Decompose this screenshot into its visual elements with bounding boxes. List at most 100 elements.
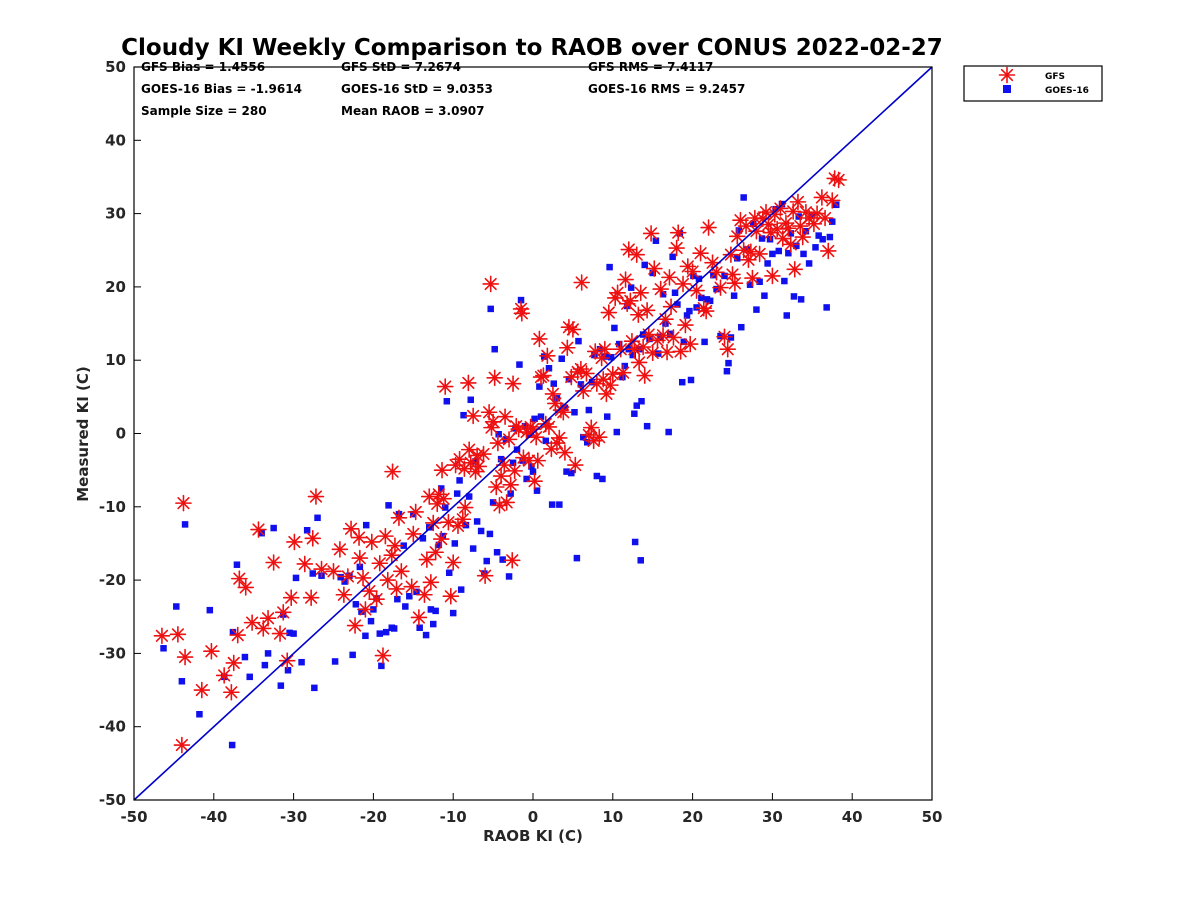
goes16-point [575,337,582,345]
statistics-panel: GFS Bias = 1.4556 GFS StD = 7.2674 GFS R… [141,60,745,118]
goes16-point [246,673,253,681]
gfs-point [539,347,556,365]
goes16-point [509,459,517,467]
goes16-point [435,541,443,549]
goes16-point [493,548,501,556]
gfs-point [708,263,725,281]
gfs-point [215,667,233,684]
goes16-point [665,428,672,436]
gfs-point [393,563,410,580]
goes16-point [352,601,360,608]
goes16-point [585,406,593,414]
goes16-point [331,658,339,665]
goes16-point [523,475,530,483]
goes16-point [611,324,618,332]
stat-gfs-rms: GFS RMS = 7.4117 [588,60,713,74]
goes16-point [261,661,269,669]
goes16-point [516,361,523,368]
goes16-point [303,527,311,534]
goes16-point [749,220,757,228]
goes16-point [473,518,481,525]
gfs-point [454,510,472,528]
goes16-point [298,658,305,666]
x-tick-label: 20 [682,808,703,826]
gfs-point [722,246,740,263]
y-tick-label: 10 [105,351,126,369]
gfs-point [816,209,834,227]
gfs-point [460,441,478,458]
chart-title: Cloudy KI Weekly Comparison to RAOB over… [121,35,943,61]
gfs-point [559,339,576,357]
gfs-point [503,552,521,569]
gfs-point [374,647,392,664]
goes16-point [571,408,578,416]
gfs-point [456,499,474,516]
gfs-point [661,269,678,286]
goes16-point [671,289,679,297]
goes16-point [292,574,300,582]
gfs-point [346,617,364,634]
goes16-point [607,354,615,361]
gfs-point [551,429,568,447]
gfs-point [442,587,460,605]
gfs-point [712,279,729,296]
y-tick-label: -40 [99,718,126,736]
goes16-point [451,540,459,547]
gfs-point [427,543,444,561]
reference-line-1to1 [133,66,933,801]
goes16-point [349,651,356,659]
y-tick-label: -50 [99,791,126,809]
goes16-point [805,260,813,267]
goes16-point [483,557,490,565]
goes16-point [382,628,390,636]
gfs-point [386,537,404,554]
x-tick-label: 40 [842,808,863,826]
goes16-point [561,404,569,412]
goes16-point [430,620,437,628]
goes16-point [631,410,638,417]
data-points [153,170,847,754]
stat-sample-size: Sample Size = 280 [141,104,267,118]
goes16-point [734,255,741,262]
gfs-point [819,242,837,260]
goes16-point [633,402,640,409]
stat-gfs-std: GFS StD = 7.2674 [341,60,461,74]
gfs-point [535,367,552,384]
gfs-point [830,171,847,189]
goes16-point [687,376,695,384]
gfs-point [432,530,450,548]
y-tick-label: -20 [99,571,126,589]
goes16-point [443,397,451,405]
gfs-point [504,375,522,392]
gfs-point [688,282,705,299]
goes16-point [769,250,776,258]
goes16-point [376,630,384,637]
gfs-point [544,385,562,403]
goes16-point [550,380,557,387]
gfs-point [564,321,582,338]
gfs-point [642,225,660,242]
goes16-point [517,296,525,304]
goes16-point [615,340,623,348]
y-tick-label: 40 [105,131,126,149]
goes16-point [649,269,656,277]
gfs-point [823,192,841,209]
goes16-point [542,437,550,445]
gfs-point [350,529,368,546]
goes16-point [577,381,585,388]
gfs-point [674,275,692,293]
gfs-point [566,456,584,474]
goes16-point [385,502,392,509]
gfs-point [669,224,687,241]
goes16-point [730,292,738,299]
gfs-point [600,304,618,321]
gfs-point [700,219,717,236]
goes16-point [531,415,538,423]
gfs-point [424,514,442,532]
gfs-point [527,428,545,446]
gfs-point [500,431,518,448]
goes16-point [437,485,445,492]
goes16-point [588,378,596,386]
goes16-point [548,501,556,508]
x-axis-ticks: -50 -40 -30 -20 -10 0 10 20 30 40 50 [120,793,942,826]
